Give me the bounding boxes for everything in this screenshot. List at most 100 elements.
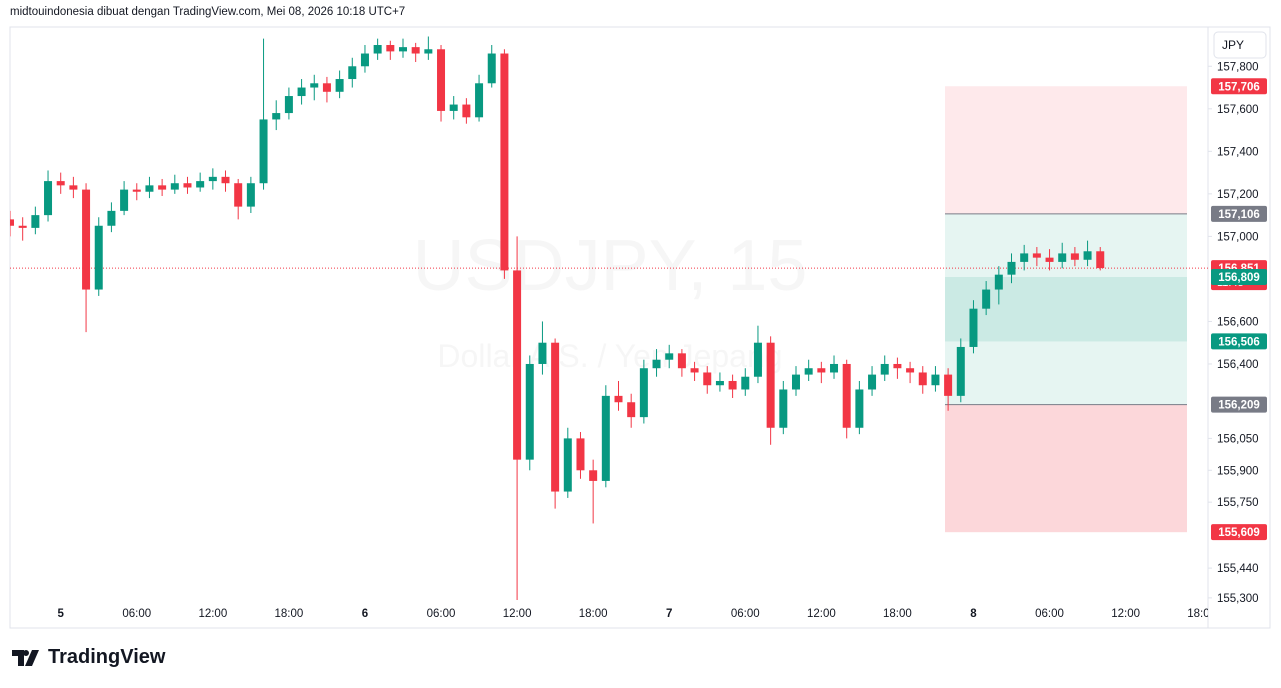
chart: JPY USDJPY, 15 Dollar A.S. / Yen Jepang … xyxy=(9,26,1271,629)
y-tick-label: 157,200 xyxy=(1217,189,1259,201)
candle-body xyxy=(690,368,699,373)
candle-body xyxy=(424,49,433,54)
price-label: 156,209 xyxy=(1218,400,1260,412)
candle-body xyxy=(487,53,496,84)
candle-body xyxy=(715,380,724,386)
y-tick-label: 155,300 xyxy=(1217,593,1259,605)
candle-body xyxy=(208,176,217,182)
candle-body xyxy=(259,119,268,184)
x-tick-label: 6 xyxy=(362,608,368,620)
price-label: 156,809 xyxy=(1218,272,1260,284)
y-tick-label: 155,440 xyxy=(1217,563,1259,575)
candle-body xyxy=(18,225,27,228)
candle-body xyxy=(31,215,40,228)
candle-body xyxy=(741,376,750,390)
candle-body xyxy=(411,47,420,54)
candle-body xyxy=(145,185,154,192)
x-tick-label: 12:00 xyxy=(1111,608,1140,620)
y-tick-label: 156,050 xyxy=(1217,433,1259,445)
candle-body xyxy=(956,346,965,396)
candle-body xyxy=(639,368,648,418)
candle-body xyxy=(310,83,319,88)
candle-body xyxy=(44,181,53,216)
candle-body xyxy=(665,353,674,360)
candle-body xyxy=(398,47,407,52)
candle-body xyxy=(284,96,293,114)
candle-body xyxy=(868,374,877,390)
position-zone xyxy=(945,213,1187,405)
x-tick-label: 18:00 xyxy=(275,608,304,620)
candle-body xyxy=(893,363,902,369)
candle-body xyxy=(589,470,598,481)
candle-body xyxy=(1070,253,1079,260)
candle-body xyxy=(170,183,179,190)
candle-body xyxy=(525,363,534,460)
candle-body xyxy=(830,363,839,373)
candle-body xyxy=(652,359,661,369)
candle-body xyxy=(246,183,255,207)
price-label-box xyxy=(1211,396,1267,413)
candle-body xyxy=(994,274,1003,290)
price-label: 155,609 xyxy=(1218,527,1260,539)
candle-body xyxy=(475,83,484,118)
candle-body xyxy=(703,372,712,386)
x-tick-label: 18:00 xyxy=(883,608,912,620)
y-tick-label: 157,400 xyxy=(1217,146,1259,158)
candle-body xyxy=(196,181,205,188)
candle-body xyxy=(982,289,991,309)
candle-body xyxy=(500,53,509,271)
candle-body xyxy=(221,176,230,184)
candle-body xyxy=(842,363,851,428)
candle-body xyxy=(513,270,522,460)
price-label: 157,706 xyxy=(1218,81,1260,93)
frame xyxy=(9,26,1271,629)
brand: TradingView xyxy=(12,646,165,669)
price-label: 157,106 xyxy=(1218,209,1260,221)
candle-body xyxy=(1032,253,1041,258)
candle-body xyxy=(107,210,116,226)
x-tick-label: 18:00 xyxy=(1187,608,1216,620)
brand-name: TradingView xyxy=(48,646,166,668)
price-label-box xyxy=(1211,333,1267,350)
price-label-box xyxy=(1211,78,1267,95)
candle-body xyxy=(931,374,940,386)
y-tick-label: 156,600 xyxy=(1217,316,1259,328)
candle-body xyxy=(462,104,471,118)
candle-body xyxy=(272,113,281,120)
y-tick-label: 157,800 xyxy=(1217,61,1259,73)
candle-body xyxy=(297,87,306,97)
currency-button[interactable] xyxy=(1213,31,1267,59)
candle-body xyxy=(322,83,331,92)
candle-body xyxy=(132,189,141,192)
brand-logo xyxy=(12,649,39,666)
candle-body xyxy=(880,363,889,375)
candle-body xyxy=(576,438,585,471)
candle-body xyxy=(360,53,369,67)
candle-body xyxy=(158,185,167,190)
candle-body xyxy=(10,219,14,226)
x-tick-label: 12:00 xyxy=(807,608,836,620)
candle-body xyxy=(918,372,927,386)
candle-body xyxy=(728,380,737,390)
candle-body xyxy=(551,342,560,492)
candle-body xyxy=(563,438,572,492)
candle-body xyxy=(804,368,813,375)
y-tick-label: 157,600 xyxy=(1217,104,1259,116)
candle-body xyxy=(627,402,636,418)
watermark-subtitle: Dollar A.S. / Yen Jepang xyxy=(437,338,782,374)
candle-body xyxy=(56,181,65,186)
candle-body xyxy=(386,45,395,52)
watermark-title: USDJPY, 15 xyxy=(413,226,808,306)
candle-body xyxy=(234,183,243,207)
candle-body xyxy=(601,395,610,481)
candle-body xyxy=(1083,251,1092,260)
candle-body xyxy=(183,183,192,188)
x-tick-label: 06:00 xyxy=(1035,608,1064,620)
price-label-box xyxy=(1211,524,1267,541)
candle-body xyxy=(906,368,915,373)
x-tick-label: 06:00 xyxy=(427,608,456,620)
y-tick-label: 157,000 xyxy=(1217,231,1259,243)
x-tick-label: 12:00 xyxy=(503,608,532,620)
candle-body xyxy=(437,49,446,111)
